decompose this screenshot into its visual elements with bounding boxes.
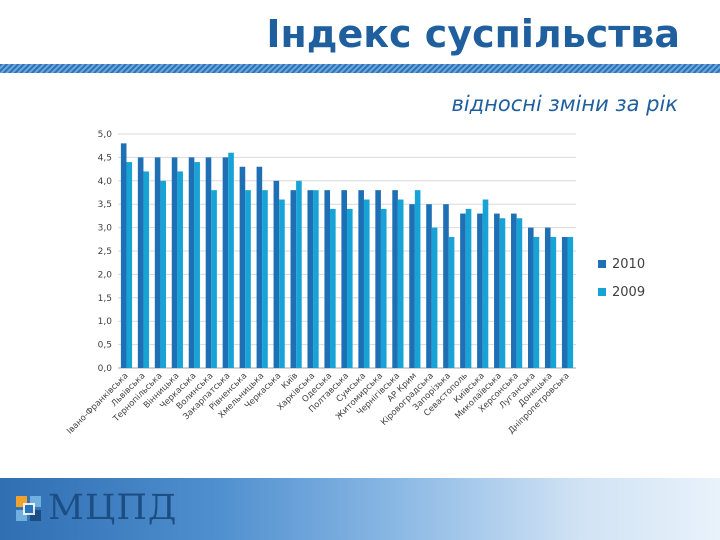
bar-2009 bbox=[448, 236, 455, 368]
y-tick-label: 1,0 bbox=[98, 317, 113, 327]
bar-2010 bbox=[154, 157, 161, 368]
y-tick-label: 0,0 bbox=[98, 364, 113, 374]
bar-2010 bbox=[171, 157, 178, 368]
bar-2009 bbox=[177, 171, 183, 368]
logo-icon bbox=[16, 496, 41, 521]
bar-2010 bbox=[290, 190, 297, 368]
bar-2010 bbox=[205, 157, 212, 368]
bar-2010 bbox=[120, 143, 127, 368]
bar-2010 bbox=[460, 213, 466, 368]
footer-band bbox=[0, 478, 720, 540]
bar-2010 bbox=[341, 190, 347, 368]
bar-2010 bbox=[511, 213, 517, 368]
bar-2010 bbox=[544, 227, 551, 368]
slide-title: Індекс суспільства bbox=[266, 12, 680, 56]
bar-2009 bbox=[363, 199, 370, 368]
bar-2010 bbox=[477, 213, 483, 368]
bar-2009 bbox=[397, 199, 404, 368]
logo-text: МЦПД bbox=[48, 488, 178, 528]
y-tick-label: 2,0 bbox=[98, 270, 113, 280]
bar-2009 bbox=[143, 171, 150, 368]
bar-2009 bbox=[296, 180, 302, 368]
title-divider bbox=[0, 64, 720, 73]
bar-2010 bbox=[358, 190, 364, 368]
legend-swatch bbox=[598, 260, 606, 268]
bar-2009 bbox=[262, 190, 268, 368]
bar-2010 bbox=[443, 204, 449, 368]
bar-2009 bbox=[194, 162, 200, 368]
bar-2009 bbox=[380, 208, 387, 368]
bar-2010 bbox=[561, 236, 568, 368]
y-tick-label: 4,0 bbox=[98, 177, 113, 187]
slide-subtitle: відносні зміни за рік bbox=[451, 92, 678, 116]
bar-2010 bbox=[137, 157, 144, 368]
y-tick-label: 4,5 bbox=[98, 153, 112, 163]
bar-2009 bbox=[160, 180, 167, 368]
bar-2009 bbox=[533, 236, 540, 368]
y-tick-label: 2,5 bbox=[98, 247, 112, 257]
bar-2010 bbox=[494, 213, 500, 368]
y-tick-label: 3,0 bbox=[98, 224, 113, 234]
bar-2010 bbox=[273, 180, 280, 368]
bar-2009 bbox=[211, 190, 217, 368]
bar-2009 bbox=[228, 152, 234, 368]
bar-2009 bbox=[516, 218, 523, 368]
y-tick-label: 3,5 bbox=[98, 200, 112, 210]
bar-2009 bbox=[414, 190, 421, 368]
bar-2009 bbox=[482, 199, 489, 368]
bar-2010 bbox=[222, 157, 229, 368]
bar-2009 bbox=[313, 190, 319, 368]
bar-2010 bbox=[375, 190, 381, 368]
bar-2009 bbox=[126, 162, 133, 368]
legend-label: 2010 bbox=[612, 257, 645, 272]
bar-2010 bbox=[307, 190, 314, 368]
bar-2010 bbox=[409, 204, 415, 368]
bar-2009 bbox=[245, 190, 251, 368]
y-tick-label: 0,5 bbox=[98, 341, 112, 351]
y-tick-label: 1,5 bbox=[98, 294, 112, 304]
legend-swatch bbox=[598, 288, 606, 296]
bar-2009 bbox=[550, 236, 557, 368]
bar-2009 bbox=[347, 208, 353, 368]
legend-label: 2009 bbox=[612, 285, 645, 300]
bar-2009 bbox=[465, 208, 472, 368]
bar-2010 bbox=[188, 157, 195, 368]
bar-2009 bbox=[279, 199, 285, 368]
y-tick-label: 5,0 bbox=[98, 130, 113, 140]
bar-2010 bbox=[324, 190, 331, 368]
bar-2010 bbox=[256, 166, 263, 368]
bar-2009 bbox=[567, 236, 574, 368]
bar-2010 bbox=[392, 190, 398, 368]
bar-2010 bbox=[426, 204, 432, 368]
bar-chart: 0,00,51,01,52,02,53,03,54,04,55,0Івано-Ф… bbox=[65, 130, 645, 437]
bar-2010 bbox=[239, 166, 246, 368]
bar-2009 bbox=[499, 218, 506, 368]
bar-2009 bbox=[330, 208, 336, 368]
bar-2009 bbox=[431, 227, 438, 368]
bar-2010 bbox=[527, 227, 534, 368]
